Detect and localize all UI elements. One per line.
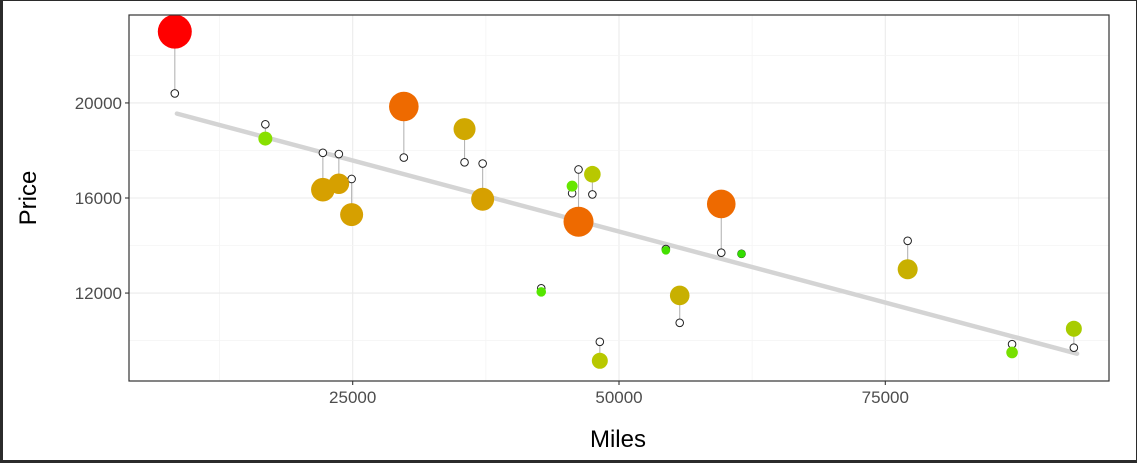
actual-point xyxy=(737,249,746,258)
actual-point xyxy=(566,180,578,192)
predicted-point xyxy=(595,337,605,347)
predicted-point xyxy=(675,318,685,328)
actual-point xyxy=(563,206,594,237)
actual-point xyxy=(1006,346,1018,359)
predicted-point xyxy=(261,120,270,129)
actual-point xyxy=(536,287,547,297)
predicted-point xyxy=(170,89,180,98)
x-tick-label: 50000 xyxy=(595,388,642,407)
predicted-point xyxy=(334,149,344,159)
actual-point xyxy=(453,118,476,141)
y-tick-label: 20000 xyxy=(75,94,122,113)
actual-point xyxy=(661,245,671,255)
y-axis: 12000 16000 20000 xyxy=(75,94,129,303)
x-axis: 25000 50000 75000 xyxy=(329,381,909,407)
predicted-point xyxy=(903,236,912,246)
y-tick-label: 12000 xyxy=(75,284,122,303)
y-tick-label: 16000 xyxy=(75,189,122,208)
predicted-point xyxy=(347,174,356,184)
actual-point xyxy=(258,131,273,146)
predicted-point xyxy=(716,248,726,257)
actual-point xyxy=(669,285,690,306)
actual-point xyxy=(591,352,608,369)
x-axis-title: Miles xyxy=(590,426,646,453)
actual-point xyxy=(157,14,192,49)
predicted-point xyxy=(588,190,597,199)
actual-point xyxy=(584,165,601,183)
x-tick-label: 75000 xyxy=(862,388,909,407)
predicted-point xyxy=(478,159,487,168)
actual-point xyxy=(328,173,350,195)
actual-point xyxy=(897,259,918,280)
predicted-point xyxy=(318,148,328,158)
actual-point xyxy=(706,189,736,219)
predicted-point xyxy=(399,153,409,162)
actual-point xyxy=(340,203,364,227)
actual-points xyxy=(157,14,1082,369)
y-axis-title: Price xyxy=(15,171,42,226)
x-tick-label: 25000 xyxy=(329,388,376,407)
predicted-point xyxy=(1069,343,1079,353)
actual-point xyxy=(389,91,419,122)
grid-lines xyxy=(129,15,1109,381)
predicted-point xyxy=(460,158,469,167)
predicted-point xyxy=(574,165,583,174)
actual-point xyxy=(1065,320,1082,337)
actual-point xyxy=(471,187,495,211)
